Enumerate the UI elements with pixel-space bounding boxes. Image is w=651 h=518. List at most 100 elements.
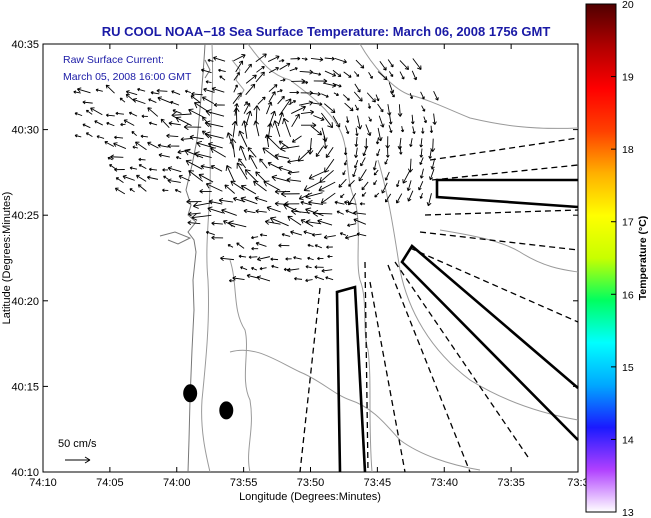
current-vector	[136, 174, 147, 182]
current-vector	[271, 264, 279, 269]
current-vector	[246, 273, 259, 279]
current-vector	[317, 256, 324, 261]
current-vector	[385, 136, 390, 149]
current-vector	[305, 265, 312, 269]
station-marker	[183, 384, 198, 403]
current-vector	[281, 232, 291, 237]
current-vector	[199, 189, 212, 194]
current-vector	[225, 165, 235, 183]
current-vector	[428, 149, 433, 159]
current-vector	[423, 116, 428, 124]
current-vector	[353, 91, 363, 102]
current-vector	[267, 55, 280, 62]
current-vector	[320, 112, 334, 129]
current-vector	[354, 83, 361, 93]
current-vector	[344, 200, 357, 205]
current-vector	[156, 88, 168, 93]
current-vector	[231, 120, 238, 138]
current-vector	[406, 180, 412, 192]
current-vector	[227, 244, 234, 248]
current-vector	[268, 66, 280, 74]
current-vector	[419, 138, 423, 148]
current-vector	[332, 115, 341, 128]
y-tick-label: 40:30	[11, 125, 39, 137]
current-vector	[368, 71, 373, 79]
current-vector	[288, 100, 297, 106]
current-vector	[343, 160, 348, 166]
current-vector	[287, 170, 300, 176]
current-vector	[360, 157, 366, 167]
current-vector	[362, 146, 368, 157]
x-tick-label: 74:05	[96, 477, 124, 489]
current-vector	[203, 87, 215, 93]
x-tick-label: 73:40	[430, 477, 458, 489]
current-vector	[132, 97, 146, 105]
current-vector	[141, 114, 148, 118]
current-vector	[342, 170, 346, 176]
current-vector	[243, 102, 251, 114]
current-vector	[419, 148, 424, 158]
current-vector	[137, 87, 146, 92]
current-vector	[289, 67, 298, 72]
current-vector	[277, 112, 284, 127]
current-vector	[239, 145, 247, 161]
current-vector	[361, 181, 369, 191]
current-vector	[400, 126, 405, 133]
current-vector	[238, 158, 247, 169]
current-vector	[409, 138, 413, 147]
current-vector	[321, 268, 333, 273]
current-vector	[286, 267, 300, 273]
current-vector	[168, 121, 181, 126]
x-tick-label: 73:35	[497, 477, 525, 489]
current-vector	[148, 121, 158, 126]
current-vector	[256, 275, 271, 282]
colorbar	[585, 3, 617, 513]
y-tick-label: 40:35	[11, 39, 39, 51]
current-vector	[291, 105, 307, 114]
current-vector	[419, 192, 423, 199]
bathymetry-contour	[377, 159, 579, 421]
current-vector	[278, 140, 290, 149]
current-vector	[208, 199, 223, 205]
current-vector	[358, 169, 367, 182]
current-vectors	[73, 53, 439, 283]
current-vector	[194, 151, 212, 158]
current-vector	[377, 103, 384, 113]
current-vector	[95, 88, 103, 92]
annotation-line-1: Raw Surface Current:	[63, 54, 164, 66]
shore-detail	[159, 59, 211, 245]
current-vector	[305, 278, 313, 283]
current-vector	[388, 71, 394, 78]
current-vector	[226, 132, 234, 150]
current-vector	[128, 111, 138, 117]
current-vector	[308, 200, 324, 206]
current-vector	[339, 232, 347, 236]
current-vector	[290, 56, 301, 61]
station-markers	[183, 384, 234, 420]
current-vector	[114, 167, 125, 172]
current-vector	[334, 200, 345, 205]
colorbar-tick-label: 18	[622, 144, 634, 156]
current-vector	[314, 244, 322, 249]
current-vector	[323, 234, 336, 240]
current-vector	[429, 168, 435, 181]
current-vector	[305, 192, 323, 200]
current-vector	[345, 209, 355, 215]
current-vector	[310, 57, 324, 62]
x-tick-label: 73:55	[230, 477, 258, 489]
chart-title: RU COOL NOAA−18 Sea Surface Temperature:…	[102, 24, 551, 39]
current-vector	[399, 60, 410, 70]
current-vector	[291, 113, 300, 128]
current-vector	[324, 70, 337, 77]
current-vector	[256, 65, 265, 73]
current-vector	[90, 107, 103, 116]
current-vector	[367, 103, 372, 109]
current-vector	[344, 234, 359, 240]
current-vector	[353, 71, 360, 77]
current-vector	[158, 153, 170, 158]
current-vector	[324, 56, 335, 61]
current-vector	[407, 190, 414, 202]
current-vector	[376, 148, 381, 157]
current-vector	[213, 102, 225, 108]
current-vector	[368, 116, 372, 122]
